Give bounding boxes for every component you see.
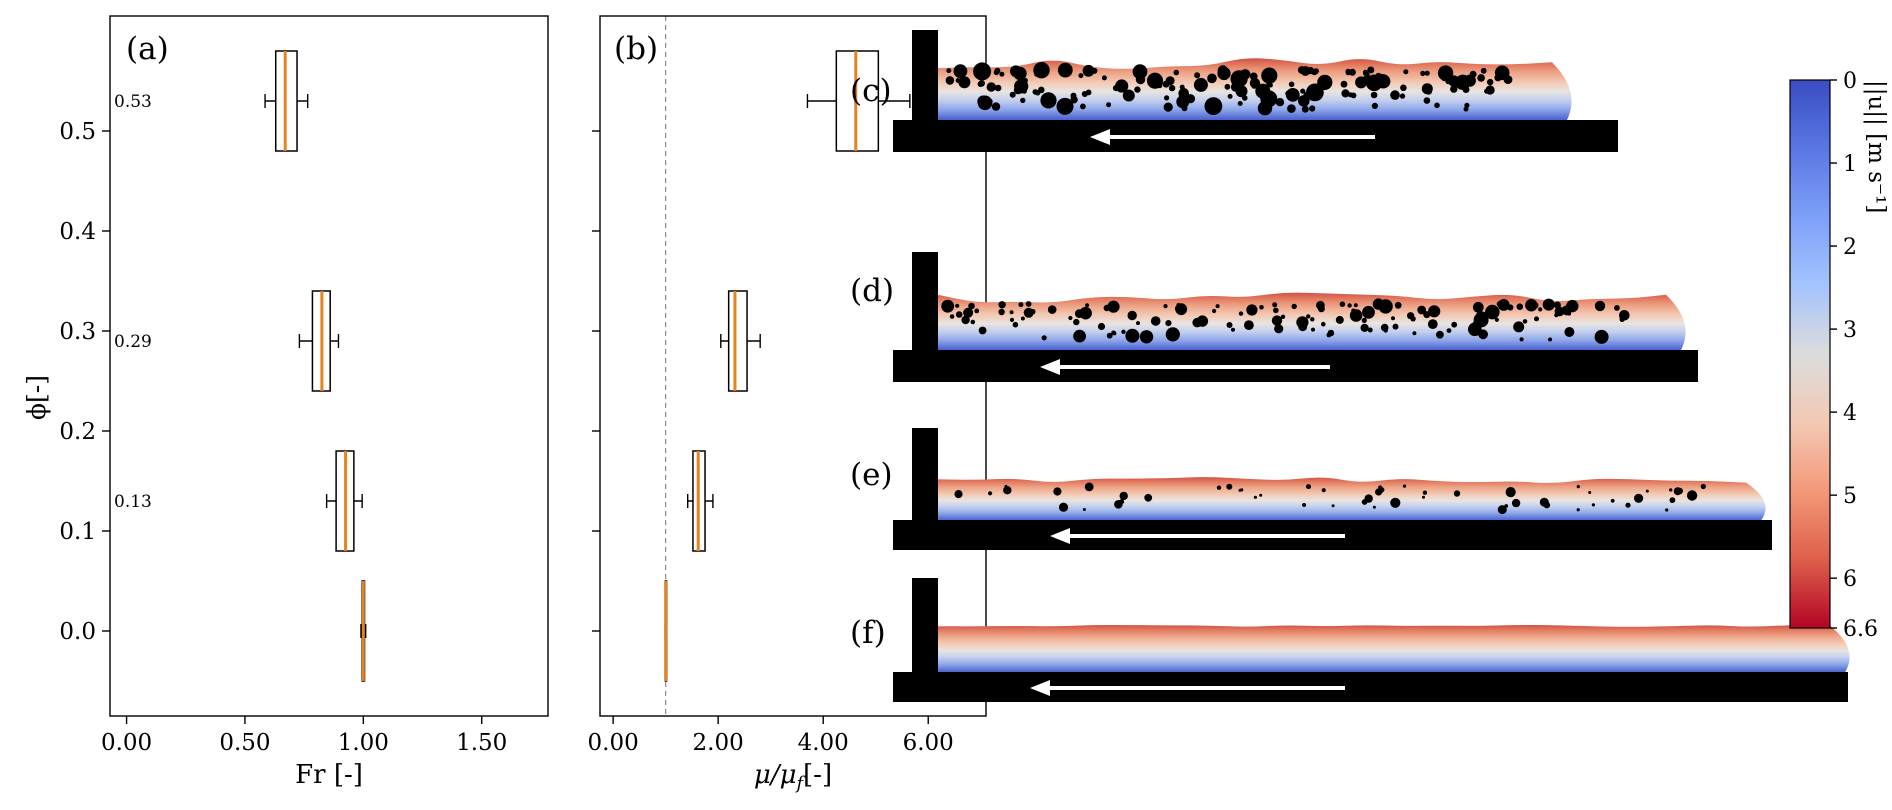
x-tick-label: 6.00 <box>903 730 954 756</box>
mu-ratio-label: μ/μ <box>753 760 797 790</box>
side-wall <box>912 428 938 524</box>
group-annotation: 0.53 <box>114 92 152 112</box>
colorbar-tick-label: 6 <box>1843 567 1857 592</box>
box-group <box>360 580 367 682</box>
snapshot-c-label: (c) <box>850 73 892 109</box>
x-tick-label: 0.50 <box>219 730 270 756</box>
box-group <box>720 290 761 392</box>
y-tick-label: 0.4 <box>59 219 96 245</box>
flow-layer <box>938 624 1850 674</box>
x-tick-label: 1.00 <box>338 730 389 756</box>
y-tick-label: 0.3 <box>59 319 96 345</box>
panel-a-xaxis-label: Fr [-] <box>295 760 363 790</box>
particles <box>954 482 1706 515</box>
boxplot-panel-a: 0.00 0.50 1.00 1.50 0.0 0.1 0.2 0.3 0.4 0.5 0.53 0.… <box>59 15 549 756</box>
box-group <box>687 450 714 552</box>
snapshot-d-label: (d) <box>850 273 895 309</box>
y-tick-label: 0.5 <box>59 119 96 145</box>
particles <box>945 61 1513 116</box>
colorbar-tick-label: 6.6 <box>1843 617 1878 642</box>
x-tick-label: 4.00 <box>798 730 849 756</box>
box-group <box>298 290 340 392</box>
panel-b-xaxis-label: μ/μf[-] <box>713 762 873 794</box>
snapshot-e-label: (e) <box>850 457 893 493</box>
side-wall <box>912 252 938 354</box>
colorbar-tick-label: 4 <box>1843 401 1857 426</box>
mu-ratio-units: [-] <box>803 760 833 790</box>
snapshot-c <box>893 30 1618 152</box>
mu-ratio-subscript: f <box>796 774 804 795</box>
group-annotation: 0.13 <box>114 492 152 512</box>
colorbar-tick-label: 3 <box>1843 318 1857 343</box>
colorbar-tick-label: 5 <box>1843 484 1857 509</box>
flow-layer <box>938 477 1766 522</box>
flow-direction-arrowhead <box>1090 129 1110 145</box>
side-wall <box>912 578 938 676</box>
colorbar-tick-label: 1 <box>1843 152 1857 177</box>
particles <box>941 298 1630 344</box>
snapshot-f <box>893 578 1850 702</box>
box-group <box>264 50 309 152</box>
flow-direction-arrowhead <box>1030 680 1050 696</box>
boxplot-panel-b: 0.00 2.00 4.00 6.00 <box>588 15 987 756</box>
group-annotation: 0.29 <box>114 332 152 352</box>
colorbar-label: ||u|| [m s⁻¹] <box>1863 80 1889 214</box>
colorbar-gradient <box>1789 79 1831 629</box>
flow-direction-arrowhead <box>1040 359 1060 375</box>
snapshot-d <box>893 252 1698 382</box>
x-tick-label: 0.00 <box>588 730 639 756</box>
y-tick-label: 0.0 <box>59 619 96 645</box>
flow-direction-arrowhead <box>1050 528 1070 544</box>
panel-a-yaxis-label: ϕ[-] <box>22 375 51 420</box>
panel-a-label: (a) <box>126 31 169 67</box>
plot-frame <box>109 15 549 717</box>
x-tick-label: 0.00 <box>101 730 152 756</box>
colorbar-tick-label: 0 <box>1843 69 1857 94</box>
box-group <box>806 50 911 152</box>
y-tick-label: 0.2 <box>59 419 96 445</box>
velocity-colorbar: 0 1 2 3 4 5 6 6.6 <box>1789 69 1878 642</box>
panel-b-label: (b) <box>614 31 659 67</box>
box-group <box>325 450 363 552</box>
y-tick-label: 0.1 <box>59 519 96 545</box>
side-wall <box>912 30 938 124</box>
x-tick-label: 1.50 <box>456 730 507 756</box>
snapshot-e <box>893 428 1772 550</box>
snapshot-f-label: (f) <box>850 615 886 651</box>
colorbar-tick-label: 2 <box>1843 235 1857 260</box>
x-tick-label: 2.00 <box>693 730 744 756</box>
box-group <box>664 580 668 682</box>
flow-layer <box>938 58 1572 122</box>
